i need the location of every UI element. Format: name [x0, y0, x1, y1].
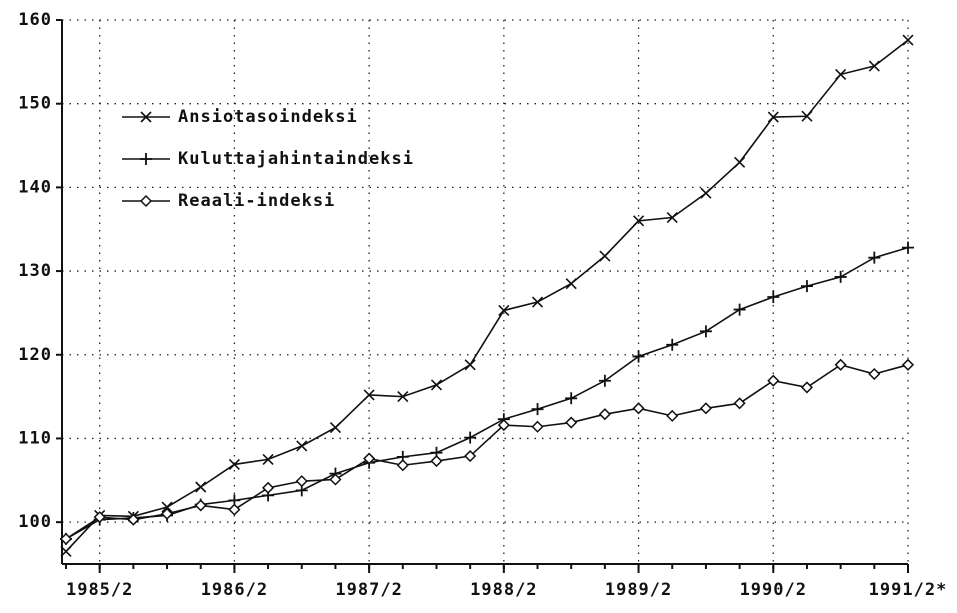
y-tick-label: 160: [18, 10, 52, 30]
marker: [531, 296, 544, 308]
marker: [834, 270, 847, 283]
marker: [531, 420, 544, 433]
marker: [195, 481, 207, 493]
marker: [262, 453, 274, 465]
marker: [140, 153, 152, 165]
marker: [363, 389, 375, 401]
series-line: [65, 363, 909, 540]
marker: [767, 291, 780, 304]
marker: [59, 532, 73, 545]
marker: [497, 419, 510, 432]
y-tick-label: 130: [18, 261, 52, 281]
x-tick-label: 1986/2: [201, 580, 268, 600]
marker: [464, 431, 477, 444]
marker: [632, 350, 645, 363]
marker: [565, 416, 578, 429]
marker: [60, 545, 72, 558]
marker: [801, 110, 813, 122]
marker: [397, 391, 409, 403]
marker: [902, 34, 914, 46]
marker: [127, 513, 140, 526]
x-tick-label: 1990/2: [740, 580, 807, 600]
marker: [228, 503, 241, 516]
marker: [666, 409, 679, 422]
y-tick-label: 150: [18, 94, 52, 114]
marker: [565, 278, 577, 290]
marker: [93, 511, 106, 524]
marker: [632, 215, 645, 227]
marker: [767, 111, 779, 123]
marker: [868, 60, 880, 72]
marker: [868, 251, 881, 264]
y-tick-label: 140: [18, 177, 52, 197]
marker: [699, 325, 712, 338]
marker: [598, 374, 611, 387]
marker: [565, 392, 578, 405]
x-tick-label: 1985/2: [66, 580, 133, 600]
y-tick-label: 120: [18, 345, 52, 365]
marker: [139, 194, 153, 208]
x-tick-label: 1987/2: [335, 580, 402, 600]
marker: [902, 241, 914, 254]
marker: [800, 280, 813, 293]
marker: [699, 402, 712, 415]
marker: [598, 408, 611, 421]
legend-label: Kuluttajahintaindeksi: [178, 149, 414, 169]
marker: [800, 381, 814, 394]
marker: [329, 422, 342, 434]
marker: [430, 454, 443, 468]
y-tick-label: 110: [18, 428, 52, 448]
series-line: [65, 39, 909, 552]
marker: [140, 111, 152, 123]
marker: [834, 358, 847, 371]
marker: [733, 303, 746, 316]
marker: [464, 449, 477, 463]
marker: [531, 403, 544, 416]
marker: [733, 397, 746, 410]
marker: [767, 374, 780, 387]
marker: [363, 452, 376, 465]
series-line: [65, 246, 909, 540]
marker: [734, 156, 746, 168]
legend-label: Reaali-indeksi: [178, 191, 335, 211]
marker: [430, 379, 443, 391]
marker: [901, 358, 915, 371]
marker: [329, 473, 342, 486]
marker: [498, 304, 510, 316]
marker: [599, 250, 611, 262]
marker: [700, 187, 712, 199]
x-tick-label: 1991/2*: [869, 580, 948, 600]
marker: [396, 459, 409, 472]
legend-label: Ansiotasoindeksi: [178, 107, 358, 127]
marker: [262, 481, 275, 494]
marker: [295, 475, 308, 488]
marker: [666, 338, 679, 351]
x-tick-label: 1989/2: [605, 580, 672, 600]
marker: [160, 507, 174, 520]
marker: [228, 458, 240, 470]
marker: [835, 68, 847, 80]
x-tick-label: 1988/2: [470, 580, 537, 600]
y-tick-label: 100: [18, 512, 52, 532]
marker: [161, 501, 173, 513]
marker: [632, 402, 645, 415]
marker: [296, 440, 308, 452]
marker: [666, 211, 678, 224]
marker: [194, 499, 207, 512]
marker: [464, 359, 476, 371]
marker: [868, 367, 881, 381]
